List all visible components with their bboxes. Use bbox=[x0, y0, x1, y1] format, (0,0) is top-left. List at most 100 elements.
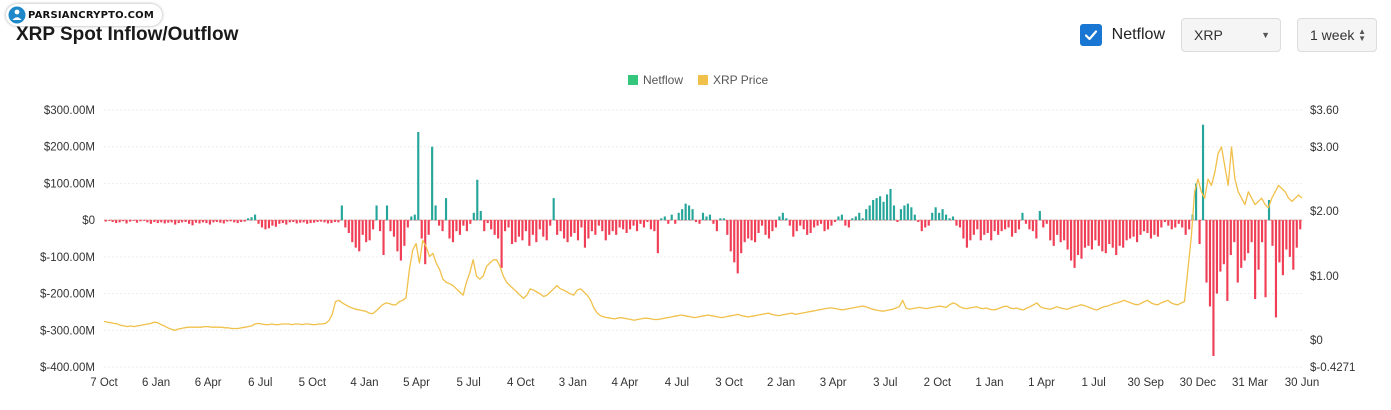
netflow-bar bbox=[1281, 220, 1284, 276]
netflow-checkbox[interactable] bbox=[1079, 24, 1102, 46]
netflow-bar bbox=[813, 220, 816, 228]
netflow-bar bbox=[913, 214, 916, 221]
netflow-bar bbox=[736, 220, 739, 274]
netflow-bar bbox=[563, 220, 566, 239]
netflow-bar bbox=[1104, 220, 1107, 254]
netflow-bar bbox=[313, 220, 316, 223]
netflow-bar bbox=[205, 220, 208, 224]
checkmark-icon bbox=[1084, 30, 1097, 41]
netflow-bar bbox=[1142, 220, 1146, 232]
netflow-bar bbox=[760, 220, 764, 226]
netflow-bar bbox=[514, 220, 517, 243]
netflow-bar bbox=[1247, 220, 1250, 254]
netflow-bar bbox=[788, 220, 791, 226]
netflow-bar bbox=[1160, 220, 1163, 228]
netflow-bar bbox=[188, 220, 191, 224]
netflow-bar bbox=[840, 214, 843, 221]
netflow-bar bbox=[285, 220, 288, 225]
netflow-bar bbox=[885, 194, 889, 221]
netflow-bar bbox=[465, 220, 468, 232]
netflow-bar bbox=[396, 220, 399, 252]
netflow-bar bbox=[191, 220, 194, 226]
netflow-bar bbox=[292, 220, 295, 222]
netflow-checkbox-label[interactable]: Netflow bbox=[1111, 26, 1165, 43]
netflow-bar bbox=[517, 220, 521, 237]
netflow-bar bbox=[142, 220, 146, 221]
x-tick-label: 1 Jan bbox=[975, 377, 1003, 389]
range-select[interactable]: 1 week ▲ ▼ bbox=[1297, 18, 1377, 52]
netflow-bar bbox=[604, 220, 607, 241]
price-line bbox=[103, 146, 1303, 332]
netflow-bar bbox=[743, 220, 746, 243]
netflow-bar bbox=[639, 220, 642, 224]
netflow-bar bbox=[333, 220, 336, 222]
y-right-tick-label: $2.00 bbox=[1310, 206, 1339, 218]
netflow-bar bbox=[927, 220, 930, 226]
netflow-bar bbox=[583, 220, 587, 248]
netflow-bar bbox=[1254, 220, 1257, 300]
netflow-bar bbox=[486, 220, 489, 224]
legend-swatch-1 bbox=[698, 75, 708, 85]
netflow-bar bbox=[1295, 220, 1298, 248]
y-left-tick-label: $200.00M bbox=[44, 142, 95, 154]
netflow-bar bbox=[542, 220, 545, 237]
netflow-bar bbox=[861, 218, 864, 221]
netflow-bar bbox=[1222, 220, 1225, 265]
page-title: XRP Spot Inflow/Outflow bbox=[16, 24, 239, 45]
netflow-bar bbox=[288, 220, 291, 223]
netflow-bar bbox=[233, 220, 236, 223]
y-left-tick-label: $300.00M bbox=[44, 105, 95, 117]
netflow-bar bbox=[892, 205, 896, 221]
netflow-bar bbox=[1059, 220, 1062, 243]
netflow-bar bbox=[139, 220, 142, 222]
netflow-bar bbox=[983, 220, 986, 235]
netflow-bar bbox=[535, 220, 538, 243]
netflow-bar bbox=[951, 216, 955, 221]
netflow-bar bbox=[715, 220, 718, 232]
netflow-bar bbox=[358, 220, 361, 252]
netflow-bar bbox=[955, 220, 958, 226]
netflow-bar bbox=[681, 209, 684, 221]
netflow-bar bbox=[413, 214, 416, 221]
netflow-bar bbox=[278, 220, 281, 224]
netflow-bar bbox=[663, 216, 666, 221]
netflow-bar bbox=[326, 220, 330, 224]
netflow-bar bbox=[1129, 220, 1132, 239]
netflow-bar bbox=[778, 216, 781, 221]
netflow-bar bbox=[830, 220, 833, 226]
netflow-bar bbox=[250, 217, 253, 221]
netflow-bar bbox=[722, 218, 725, 221]
netflow-bar bbox=[632, 220, 635, 226]
netflow-bar bbox=[1163, 220, 1166, 222]
netflow-bar bbox=[1010, 220, 1014, 237]
x-tick-label: 31 Mar bbox=[1232, 377, 1268, 389]
netflow-bar bbox=[444, 198, 448, 221]
netflow-bar bbox=[573, 220, 576, 233]
netflow-bar bbox=[698, 220, 701, 224]
netflow-bar bbox=[538, 220, 541, 230]
netflow-bar bbox=[448, 220, 451, 239]
netflow-bar bbox=[1000, 220, 1003, 232]
netflow-bar bbox=[1042, 220, 1045, 228]
netflow-bar bbox=[1038, 210, 1041, 221]
netflow-bar bbox=[1014, 220, 1017, 233]
coin-select[interactable]: XRP ▼ bbox=[1181, 18, 1281, 52]
chevron-down-icon: ▼ bbox=[1261, 30, 1270, 40]
netflow-bar bbox=[156, 220, 159, 224]
netflow-bar bbox=[212, 220, 215, 223]
netflow-bar bbox=[997, 220, 1000, 235]
netflow-bar bbox=[531, 220, 534, 235]
legend-label-0: Netflow bbox=[643, 73, 683, 87]
netflow-bar bbox=[920, 220, 923, 232]
netflow-bar bbox=[1080, 220, 1083, 259]
watermark-text: PARSIANCRYPTO.COM bbox=[28, 9, 155, 21]
x-tick-label: 7 Oct bbox=[90, 377, 118, 389]
netflow-bar bbox=[122, 220, 125, 222]
netflow-bar bbox=[399, 220, 402, 261]
netflow-bar bbox=[792, 220, 795, 237]
netflow-bar bbox=[1035, 220, 1038, 239]
y-left-tick-label: $0 bbox=[82, 215, 95, 227]
netflow-bar bbox=[906, 203, 909, 221]
netflow-bar bbox=[153, 220, 156, 222]
netflow-bar bbox=[1101, 220, 1104, 252]
